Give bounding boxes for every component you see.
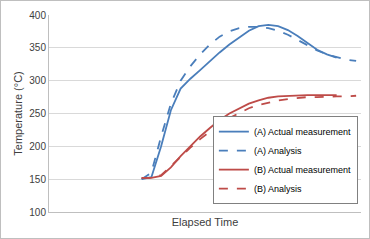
svg-text:(B) Actual measurement: (B) Actual measurement (254, 165, 351, 175)
svg-text:150: 150 (29, 174, 46, 185)
svg-text:200: 200 (29, 141, 46, 152)
svg-text:Elapsed Time: Elapsed Time (172, 216, 239, 228)
svg-text:Temperature (°C): Temperature (°C) (12, 71, 24, 155)
svg-text:400: 400 (29, 10, 46, 21)
svg-text:300: 300 (29, 75, 46, 86)
svg-text:(A) Actual measurement: (A) Actual measurement (254, 127, 351, 137)
svg-text:(B) Analysis: (B) Analysis (254, 184, 302, 194)
svg-text:350: 350 (29, 42, 46, 53)
svg-text:250: 250 (29, 108, 46, 119)
svg-text:100: 100 (29, 207, 46, 218)
svg-text:(A) Analysis: (A) Analysis (254, 146, 302, 156)
